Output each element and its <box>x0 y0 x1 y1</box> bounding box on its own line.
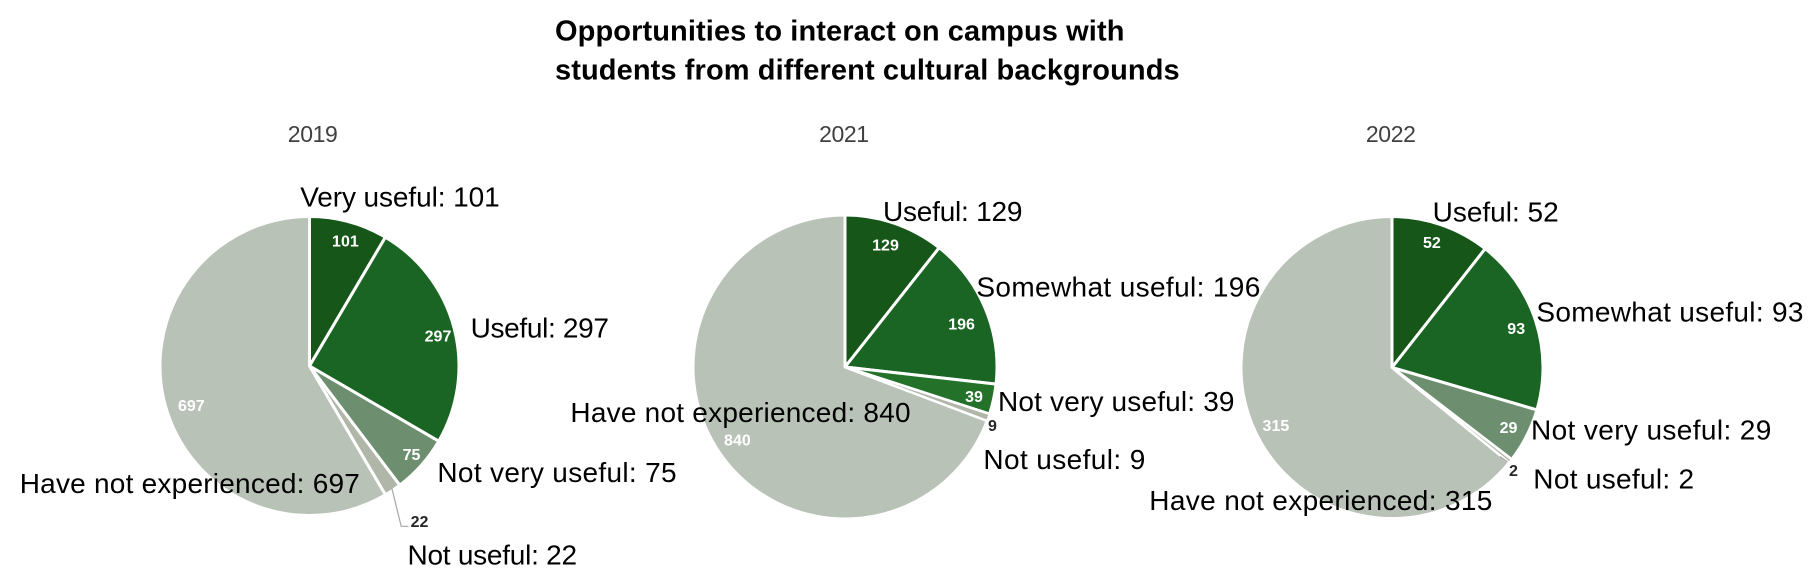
svg-text:2021: 2021 <box>819 121 869 147</box>
svg-text:Not very useful: 75: Not very useful: 75 <box>437 457 677 488</box>
svg-text:Useful: 52: Useful: 52 <box>1433 197 1559 228</box>
svg-text:75: 75 <box>403 447 421 464</box>
svg-text:39: 39 <box>965 389 983 406</box>
svg-text:196: 196 <box>948 316 975 333</box>
svg-text:Have not experienced: 697: Have not experienced: 697 <box>20 468 360 499</box>
svg-text:Very useful: 101: Very useful: 101 <box>300 182 499 213</box>
svg-text:Somewhat useful: 93: Somewhat useful: 93 <box>1536 297 1803 328</box>
svg-text:297: 297 <box>425 328 452 345</box>
svg-text:Not very useful: 29: Not very useful: 29 <box>1531 414 1772 445</box>
svg-text:Opportunities to interact on c: Opportunities to interact on campus with <box>555 16 1125 48</box>
svg-text:2019: 2019 <box>288 121 338 147</box>
svg-text:Not useful: 22: Not useful: 22 <box>408 540 577 571</box>
svg-text:Useful: 129: Useful: 129 <box>883 196 1022 227</box>
svg-text:Not very useful: 39: Not very useful: 39 <box>998 386 1235 417</box>
svg-text:students from different cultur: students from different cultural backgro… <box>555 55 1180 87</box>
svg-text:Have not experienced: 315: Have not experienced: 315 <box>1149 485 1492 516</box>
svg-text:101: 101 <box>332 233 359 250</box>
svg-text:29: 29 <box>1500 420 1518 437</box>
svg-text:2: 2 <box>1509 463 1518 480</box>
svg-text:93: 93 <box>1507 321 1525 338</box>
svg-text:Not useful: 9: Not useful: 9 <box>983 444 1145 475</box>
svg-text:Useful: 297: Useful: 297 <box>471 313 609 344</box>
svg-text:2022: 2022 <box>1366 121 1416 147</box>
svg-text:22: 22 <box>411 514 429 531</box>
svg-text:Have not experienced: 840: Have not experienced: 840 <box>570 397 910 428</box>
svg-text:697: 697 <box>178 398 205 415</box>
svg-text:840: 840 <box>724 433 751 450</box>
svg-text:Not useful: 2: Not useful: 2 <box>1533 464 1694 495</box>
svg-text:52: 52 <box>1423 235 1441 252</box>
svg-text:Somewhat useful: 196: Somewhat useful: 196 <box>976 271 1260 302</box>
svg-text:315: 315 <box>1263 418 1290 435</box>
svg-text:129: 129 <box>872 237 899 254</box>
svg-text:9: 9 <box>988 418 997 435</box>
